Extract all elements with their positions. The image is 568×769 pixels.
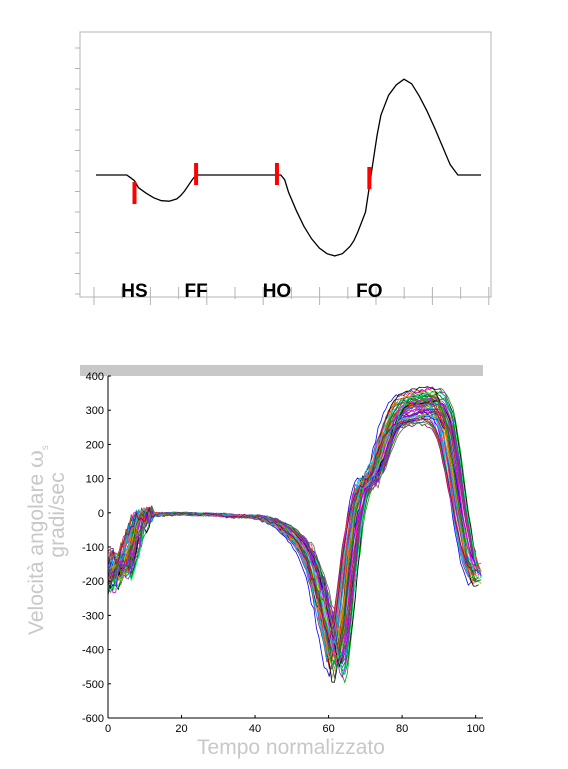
velocity-curve bbox=[108, 423, 481, 632]
y-tick-label: -500 bbox=[82, 679, 104, 691]
y-axis-unit: gradi/sec bbox=[46, 395, 70, 635]
phase-curve bbox=[96, 79, 481, 256]
velocity-curve bbox=[108, 400, 479, 668]
event-label-hs: HS bbox=[121, 281, 147, 302]
x-tick-label: 80 bbox=[396, 723, 408, 735]
plot-frame bbox=[80, 32, 491, 297]
event-label-fo: FO bbox=[356, 281, 382, 302]
y-tick-label: -300 bbox=[82, 610, 104, 622]
event-marker-fo bbox=[367, 167, 371, 189]
event-label-ff: FF bbox=[184, 281, 207, 302]
y-tick-label: -600 bbox=[82, 713, 104, 725]
event-marker-hs bbox=[133, 182, 137, 204]
y-tick-label: -400 bbox=[82, 645, 104, 657]
x-tick-label: 60 bbox=[322, 723, 334, 735]
y-tick-label: 100 bbox=[86, 474, 104, 486]
event-markers: HS FF HO FO bbox=[121, 163, 382, 302]
x-tick-label: 20 bbox=[175, 723, 187, 735]
event-marker-ho bbox=[275, 163, 279, 185]
phase-diagram-axes bbox=[75, 32, 491, 305]
phase-diagram: HS FF HO FO bbox=[0, 0, 568, 330]
y-axis-label-main: Velocità angolare bbox=[25, 474, 48, 635]
velocity-axes: -600 -500 -400 -300 -200 -100 0 100 200 300 400 0 20… bbox=[82, 371, 485, 735]
y-tick-label: 400 bbox=[86, 371, 104, 383]
y-tick-label: 300 bbox=[86, 405, 104, 417]
x-axis-label: Tempo normalizzato bbox=[108, 736, 474, 760]
y-tick-label: -200 bbox=[82, 576, 104, 588]
event-marker-ff bbox=[194, 163, 198, 185]
velocity-curves bbox=[108, 387, 481, 683]
x-tick-label: 40 bbox=[249, 723, 261, 735]
x-tick-label: 100 bbox=[466, 723, 484, 735]
chart-header-bar bbox=[80, 365, 483, 376]
angular-velocity-chart: -600 -500 -400 -300 -200 -100 0 100 200 300 400 0 20… bbox=[0, 360, 568, 740]
y-tick-label: 0 bbox=[98, 508, 104, 520]
y-tick-label: -100 bbox=[82, 542, 104, 554]
event-label-ho: HO bbox=[263, 281, 292, 302]
y-axis-label: Velocità angolare ωs gradi/sec bbox=[24, 395, 64, 635]
x-tick-label: 0 bbox=[105, 723, 111, 735]
y-tick-label: 200 bbox=[86, 439, 104, 451]
velocity-curve bbox=[108, 413, 481, 646]
